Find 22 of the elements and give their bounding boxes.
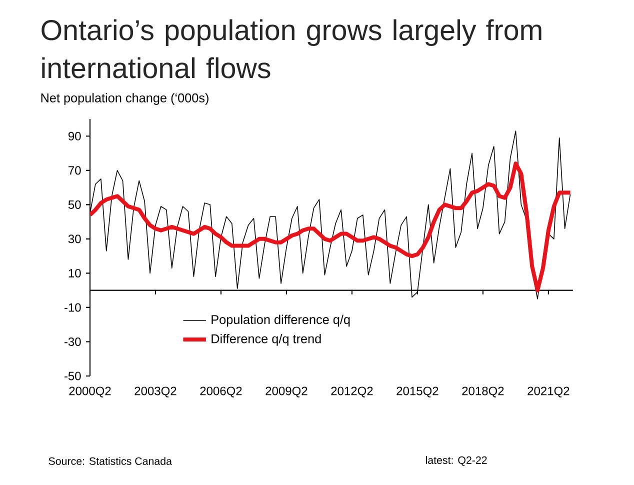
source-note: Source: Statistics Canada (48, 457, 172, 465)
x-tick-label: 2018Q2 (462, 386, 504, 398)
text: latest: Q2-22 (426, 456, 487, 466)
legend-label: Population difference q/q (212, 314, 350, 327)
y-tick-label: -10 (64, 303, 81, 312)
y-tick-label: -50 (64, 372, 81, 380)
x-tick-label: 2000Q2 (69, 386, 111, 398)
x-tick-label: 2003Q2 (134, 386, 176, 398)
y-tick-label: 50 (68, 200, 81, 209)
y-tick-label: 10 (68, 268, 81, 278)
x-tick-label: 2009Q2 (266, 386, 308, 398)
y-tick-label: 30 (68, 234, 81, 244)
x-tick-label: 2015Q2 (396, 386, 438, 398)
x-tick-label: 2021Q2 (528, 386, 570, 398)
x-tick-label: 2006Q2 (200, 386, 242, 398)
legend-label: Difference q/q trend (212, 334, 321, 346)
y-axis-title: Net population change (‘000s) (41, 93, 208, 105)
y-tick-label: 90 (68, 132, 81, 140)
x-tick-label: 2012Q2 (331, 386, 373, 398)
y-tick-label: -30 (64, 337, 81, 346)
y-tick-label: 70 (68, 166, 81, 175)
chart-title: Ontario’s population grows largely from international flows (42, 19, 542, 78)
